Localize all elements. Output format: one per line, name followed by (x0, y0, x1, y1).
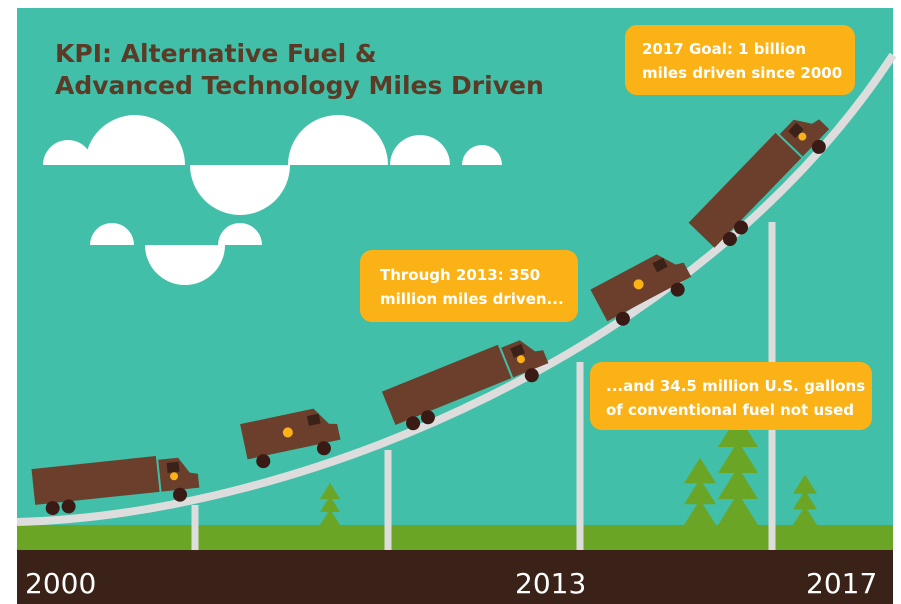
callout-text: of conventional fuel not used (606, 401, 854, 419)
callout-box (360, 250, 578, 322)
callout: Through 2013: 350 million miles driven..… (360, 250, 578, 322)
infographic: KPI: Alternative Fuel & Advanced Technol… (0, 0, 901, 604)
callout-text: million miles driven... (380, 290, 564, 308)
callout-box (625, 25, 855, 95)
callout: ...and 34.5 million U.S. gallons of conv… (590, 362, 872, 430)
page: KPI: Alternative Fuel & Advanced Technol… (0, 0, 901, 604)
year-label: 2013 (515, 567, 586, 600)
callout-box (590, 362, 872, 430)
year-label: 2017 (806, 567, 877, 600)
grass (17, 525, 893, 550)
callout-text: ...and 34.5 million U.S. gallons (606, 377, 865, 395)
title-line: Advanced Technology Miles Driven (55, 71, 544, 100)
year-label: 2000 (25, 567, 96, 600)
title-line: KPI: Alternative Fuel & (55, 39, 377, 68)
callout-text: miles driven since 2000 (642, 64, 842, 82)
callout-text: Through 2013: 350 (380, 266, 540, 284)
callout-text: 2017 Goal: 1 billion (642, 40, 806, 58)
callout: 2017 Goal: 1 billion miles driven since … (625, 25, 855, 95)
truck-window (167, 462, 180, 473)
ground (17, 550, 893, 604)
